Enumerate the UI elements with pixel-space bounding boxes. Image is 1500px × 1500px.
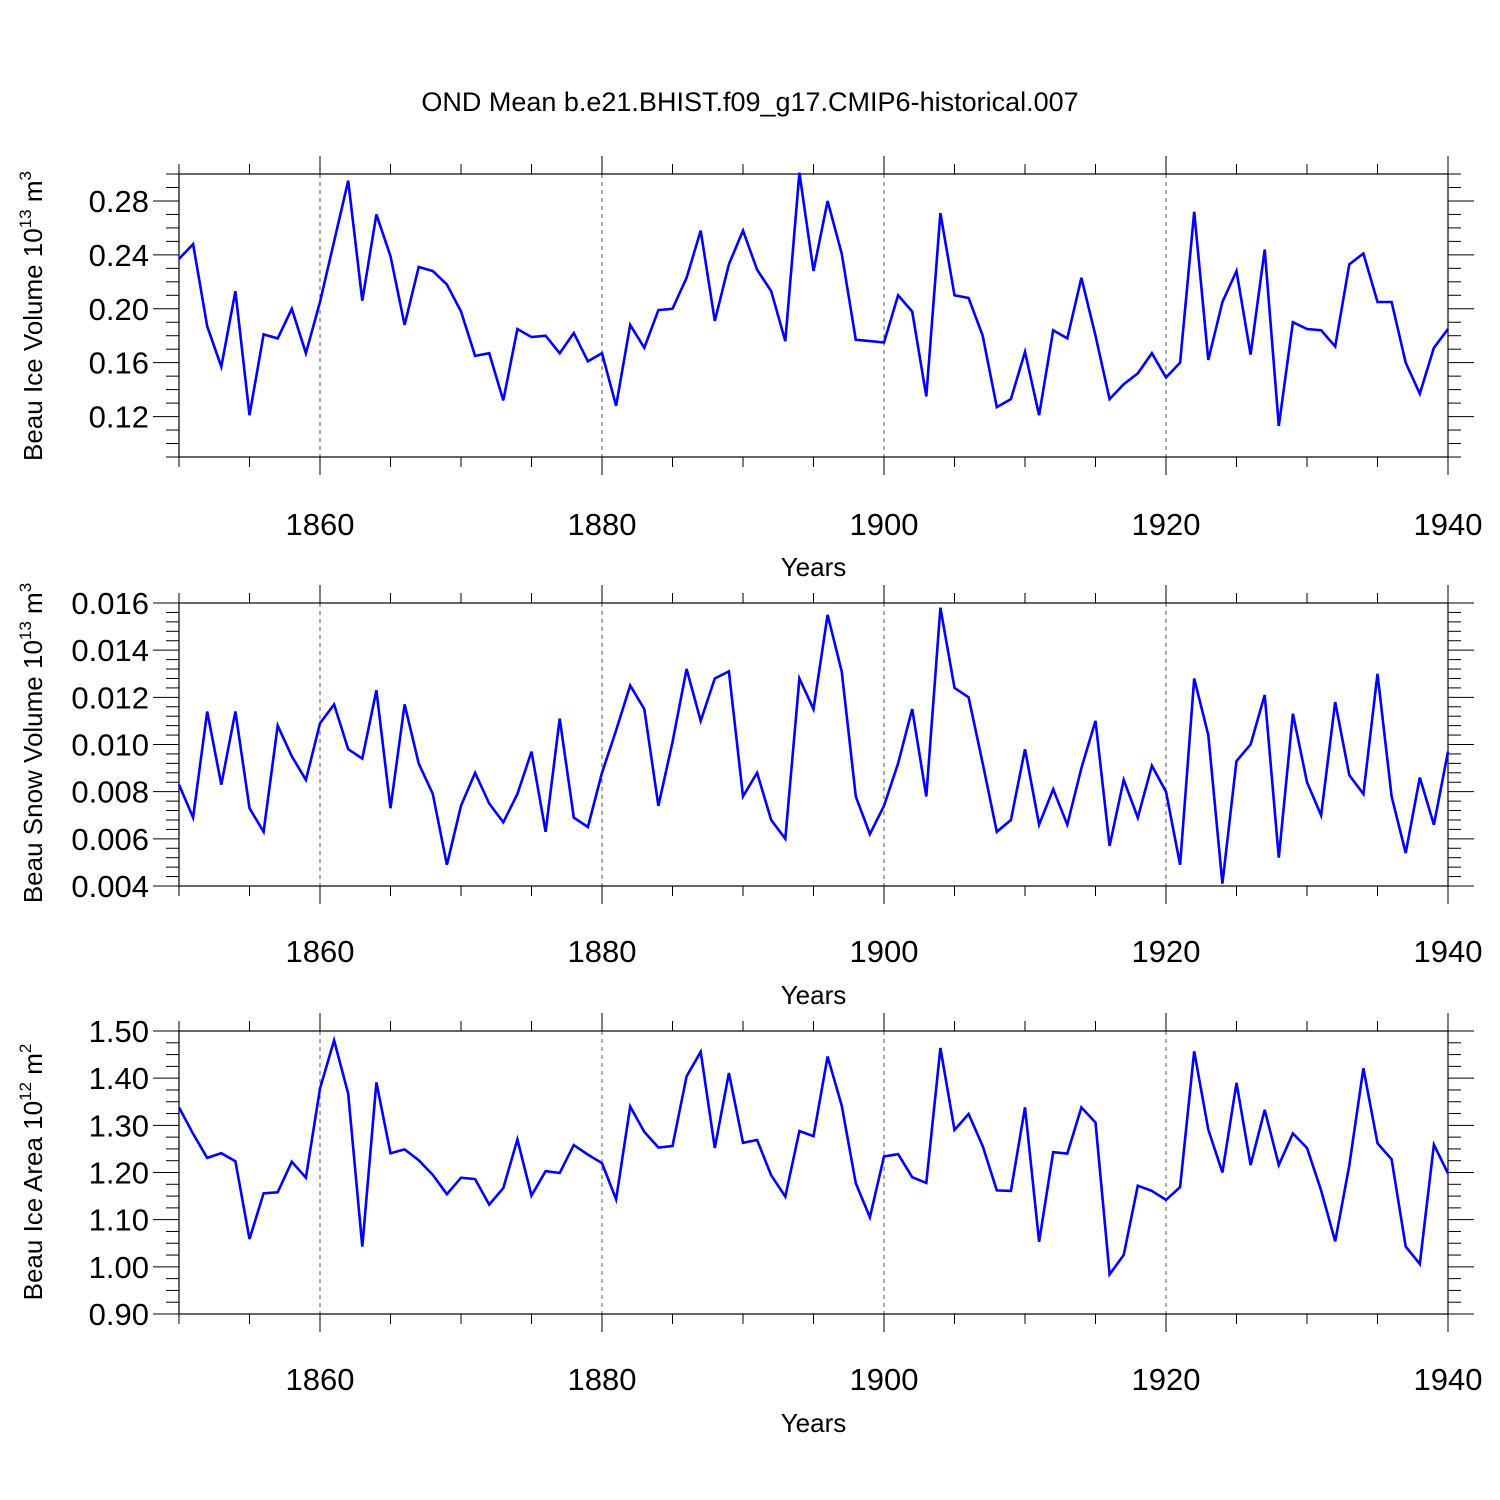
snow-volume-x-tick-label: 1940 bbox=[1414, 934, 1483, 969]
snow-volume-y-tick-label: 0.004 bbox=[71, 869, 149, 904]
ice-volume-series-line bbox=[178, 172, 1450, 427]
ice-volume-y-axis-title-text: Beau Ice Volume 10 bbox=[18, 228, 48, 461]
ice-area-y-axis-title-text: Beau Ice Area 10 bbox=[18, 1101, 48, 1300]
snow-volume-y-tick-label: 0.006 bbox=[71, 822, 149, 857]
ice-area-y-tick-label: 1.40 bbox=[89, 1061, 149, 1096]
ice-volume-x-tick-label: 1900 bbox=[850, 507, 919, 542]
ice-volume-y-tick-label: 0.16 bbox=[89, 346, 149, 381]
ice-volume-x-tick-label: 1920 bbox=[1132, 507, 1201, 542]
ice-area-x-tick-label: 1920 bbox=[1132, 1362, 1201, 1397]
ice-area-y-tick-label: 1.20 bbox=[89, 1156, 149, 1191]
ice-volume-x-axis-title: Years bbox=[781, 552, 847, 582]
ice-volume-x-tick-label: 1860 bbox=[286, 507, 355, 542]
snow-volume-y-tick-label: 0.016 bbox=[71, 586, 149, 621]
snow-volume-plot-frame bbox=[178, 602, 1449, 887]
ice-volume-y-axis-title-unit-exponent: 3 bbox=[16, 171, 35, 180]
ice-volume-y-tick-label: 0.12 bbox=[89, 400, 149, 435]
ice-area-series-line bbox=[177, 1035, 1450, 1278]
ice-volume-y-axis-title: Beau Ice Volume 1013 m3 bbox=[16, 171, 48, 461]
ice-area-x-tick-label: 1880 bbox=[568, 1362, 637, 1397]
figure-title: OND Mean b.e21.BHIST.f09_g17.CMIP6-histo… bbox=[421, 87, 1078, 117]
snow-volume-y-tick-label: 0.014 bbox=[71, 633, 149, 668]
snow-volume-y-axis-title-exponent: 13 bbox=[16, 621, 35, 640]
snow-volume-y-axis-title-text: Beau Snow Volume 10 bbox=[18, 640, 48, 903]
snow-volume-x-tick-label: 1880 bbox=[568, 934, 637, 969]
snow-volume-y-tick-label: 0.010 bbox=[71, 728, 149, 763]
ice-volume-x-tick-label: 1880 bbox=[568, 507, 637, 542]
ice-volume-y-tick-label: 0.28 bbox=[89, 184, 149, 219]
ice-area-y-tick-label: 1.50 bbox=[89, 1014, 149, 1049]
snow-volume-x-tick-label: 1860 bbox=[286, 934, 355, 969]
snow-volume-y-tick-label: 0.008 bbox=[71, 775, 149, 810]
ice-volume-y-axis-title-unit: m bbox=[18, 180, 48, 209]
ice-area-y-tick-label: 1.10 bbox=[89, 1203, 149, 1238]
ice-volume-y-tick-label: 0.20 bbox=[89, 292, 149, 327]
snow-volume-series-line bbox=[177, 607, 1450, 884]
ice-area-y-axis-title-unit: m bbox=[18, 1053, 48, 1082]
snow-volume-x-tick-label: 1900 bbox=[850, 934, 919, 969]
ice-area-x-tick-label: 1940 bbox=[1414, 1362, 1483, 1397]
ice-area-y-tick-label: 1.00 bbox=[89, 1250, 149, 1285]
snow-volume-x-tick-label: 1920 bbox=[1132, 934, 1201, 969]
ice-volume-y-tick-label: 0.24 bbox=[89, 238, 149, 273]
ice-area-y-tick-label: 1.30 bbox=[89, 1108, 149, 1143]
ice-area-x-axis-title: Years bbox=[781, 1408, 847, 1438]
snow-volume-y-axis-title-unit-exponent: 3 bbox=[16, 583, 35, 592]
snow-volume-y-axis-title: Beau Snow Volume 1013 m3 bbox=[16, 583, 48, 903]
ice-area-y-axis-title-unit-exponent: 2 bbox=[16, 1044, 35, 1053]
ice-area-y-axis-title-exponent: 12 bbox=[16, 1082, 35, 1101]
ice-area-x-tick-label: 1900 bbox=[850, 1362, 919, 1397]
snow-volume-panel: 1860 1880 1900 1920 1940 0.004 0.006 0.008 0.010… bbox=[16, 583, 1482, 1010]
ice-volume-panel: 1860 1880 1900 1920 1940 0.12 0.16 0.20 0.24 0.28… bbox=[16, 156, 1482, 582]
ice-area-y-axis-title: Beau Ice Area 1012 m2 bbox=[16, 1044, 48, 1301]
snow-volume-x-axis-title: Years bbox=[781, 980, 847, 1010]
ice-area-panel: 1860 1880 1900 1920 1940 0.90 1.00 1.10 1.20 1.30… bbox=[16, 1013, 1482, 1438]
snow-volume-y-axis-title-unit: m bbox=[18, 592, 48, 621]
ice-area-y-tick-label: 0.90 bbox=[89, 1297, 149, 1332]
ice-volume-plot-frame bbox=[178, 173, 1449, 458]
ice-volume-y-axis-title-exponent: 13 bbox=[16, 209, 35, 228]
snow-volume-y-tick-label: 0.012 bbox=[71, 680, 149, 715]
ice-area-x-tick-label: 1860 bbox=[286, 1362, 355, 1397]
ice-volume-x-tick-label: 1940 bbox=[1414, 507, 1483, 542]
